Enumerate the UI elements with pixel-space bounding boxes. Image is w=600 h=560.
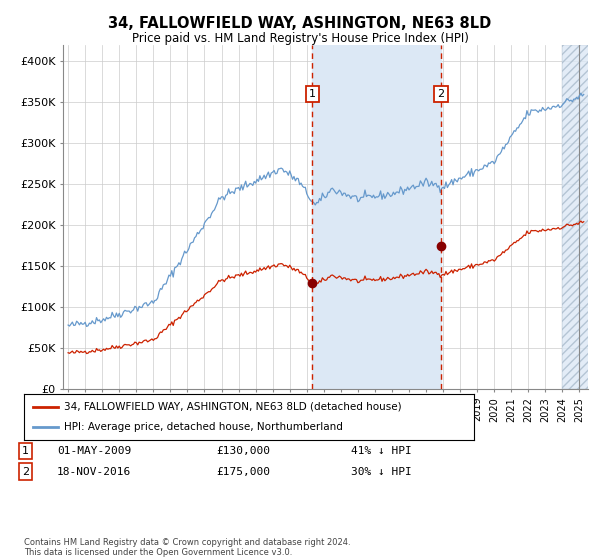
Text: £175,000: £175,000: [216, 466, 270, 477]
Text: 1: 1: [309, 89, 316, 99]
Text: 41% ↓ HPI: 41% ↓ HPI: [351, 446, 412, 456]
Text: Price paid vs. HM Land Registry's House Price Index (HPI): Price paid vs. HM Land Registry's House …: [131, 32, 469, 45]
Text: 2: 2: [437, 89, 445, 99]
Text: 1: 1: [22, 446, 29, 456]
Text: HPI: Average price, detached house, Northumberland: HPI: Average price, detached house, Nort…: [65, 422, 343, 432]
Text: 34, FALLOWFIELD WAY, ASHINGTON, NE63 8LD (detached house): 34, FALLOWFIELD WAY, ASHINGTON, NE63 8LD…: [65, 402, 402, 412]
Text: £130,000: £130,000: [216, 446, 270, 456]
Text: 30% ↓ HPI: 30% ↓ HPI: [351, 466, 412, 477]
Text: 01-MAY-2009: 01-MAY-2009: [57, 446, 131, 456]
Text: 34, FALLOWFIELD WAY, ASHINGTON, NE63 8LD: 34, FALLOWFIELD WAY, ASHINGTON, NE63 8LD: [109, 16, 491, 31]
Bar: [313, 45, 441, 389]
Bar: [562, 45, 600, 389]
Text: 18-NOV-2016: 18-NOV-2016: [57, 466, 131, 477]
Text: 2: 2: [22, 466, 29, 477]
Text: Contains HM Land Registry data © Crown copyright and database right 2024.
This d: Contains HM Land Registry data © Crown c…: [24, 538, 350, 557]
